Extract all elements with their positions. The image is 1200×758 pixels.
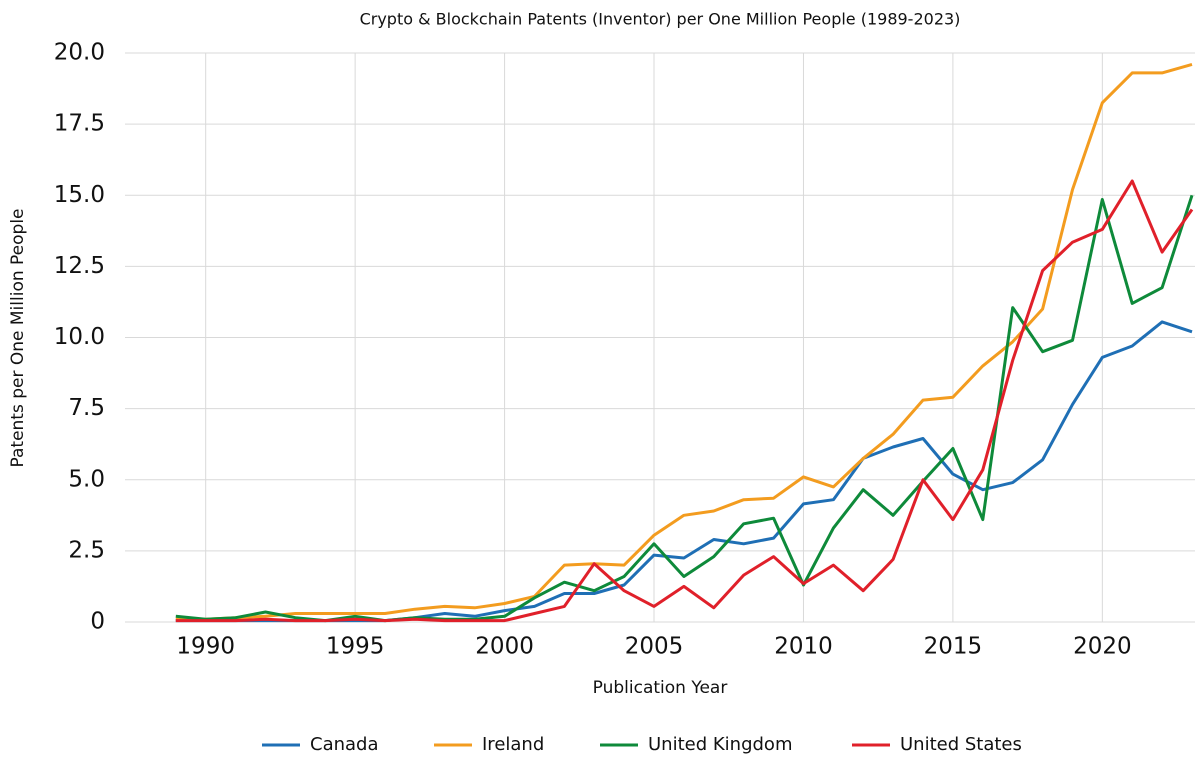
y-tick-label: 2.5: [68, 537, 105, 563]
line: [175, 194, 1194, 623]
legend-label: Ireland: [482, 734, 544, 755]
legend-label: United States: [900, 734, 1022, 755]
y-axis-label: Patents per One Million People: [8, 208, 28, 467]
x-tick-label: 2000: [475, 634, 534, 660]
y-tick-label: 10.0: [54, 324, 105, 350]
x-tick-label: 2015: [924, 634, 983, 660]
line: [175, 62, 1193, 621]
y-tick-label: 17.5: [54, 111, 105, 137]
x-tick-label: 2020: [1073, 634, 1132, 660]
y-tick-label: 15.0: [54, 182, 105, 208]
legend-label: Canada: [310, 734, 379, 755]
y-tick-label: 20.0: [54, 40, 105, 66]
x-tick-label: 2005: [625, 634, 684, 660]
x-tick-label: 1990: [176, 634, 235, 660]
y-tick-label: 7.5: [68, 395, 105, 421]
x-axis-label: Publication Year: [593, 678, 728, 698]
line: [175, 179, 1194, 623]
x-tick-label: 2010: [774, 634, 833, 660]
x-tick-label: 1995: [326, 634, 385, 660]
y-tick-label: 5.0: [68, 466, 105, 492]
legend-label: United Kingdom: [648, 734, 792, 755]
y-tick-label: 12.5: [54, 253, 105, 279]
chart-title: Crypto & Blockchain Patents (Inventor) p…: [360, 10, 961, 29]
y-tick-label: 0: [90, 609, 105, 635]
